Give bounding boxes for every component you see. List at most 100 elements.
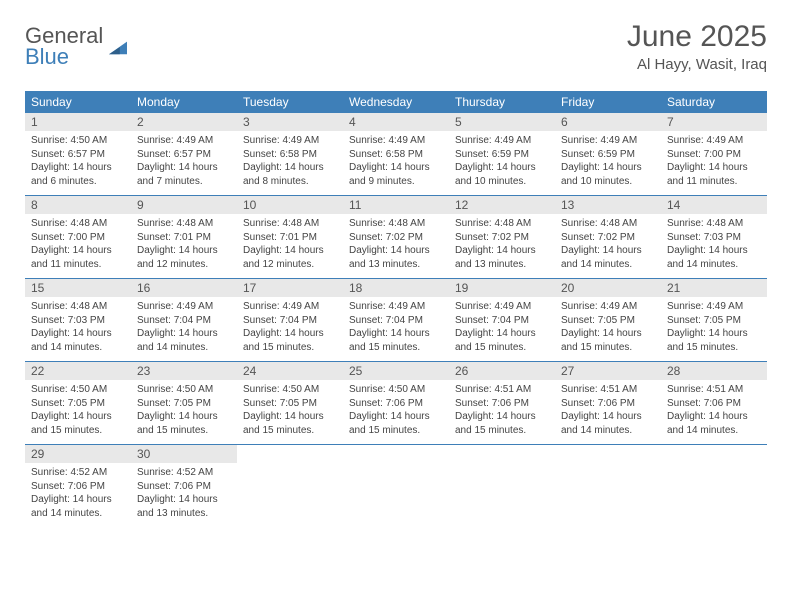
calendar-day: 14 Sunrise: 4:48 AM Sunset: 7:03 PM Dayl… bbox=[661, 196, 767, 278]
calendar-day: 12 Sunrise: 4:48 AM Sunset: 7:02 PM Dayl… bbox=[449, 196, 555, 278]
day-number: 28 bbox=[661, 362, 767, 380]
calendar-day: 10 Sunrise: 4:48 AM Sunset: 7:01 PM Dayl… bbox=[237, 196, 343, 278]
calendar-week: 15 Sunrise: 4:48 AM Sunset: 7:03 PM Dayl… bbox=[25, 279, 767, 362]
sunset-line: Sunset: 6:57 PM bbox=[137, 148, 231, 162]
weekday-sun: Sunday bbox=[25, 91, 131, 113]
day-number: 3 bbox=[237, 113, 343, 131]
calendar-day: 24 Sunrise: 4:50 AM Sunset: 7:05 PM Dayl… bbox=[237, 362, 343, 444]
sunrise-line: Sunrise: 4:49 AM bbox=[243, 300, 337, 314]
day-number: 23 bbox=[131, 362, 237, 380]
sunrise-line: Sunrise: 4:49 AM bbox=[349, 300, 443, 314]
daylight-line: Daylight: 14 hours and 11 minutes. bbox=[31, 244, 125, 271]
calendar-day: 4 Sunrise: 4:49 AM Sunset: 6:58 PM Dayli… bbox=[343, 113, 449, 195]
calendar-day: 5 Sunrise: 4:49 AM Sunset: 6:59 PM Dayli… bbox=[449, 113, 555, 195]
day-details: Sunrise: 4:50 AM Sunset: 7:05 PM Dayligh… bbox=[25, 380, 131, 443]
sunrise-line: Sunrise: 4:49 AM bbox=[455, 134, 549, 148]
day-details: Sunrise: 4:51 AM Sunset: 7:06 PM Dayligh… bbox=[661, 380, 767, 443]
month-title: June 2025 bbox=[627, 20, 767, 54]
daylight-line: Daylight: 14 hours and 14 minutes. bbox=[137, 327, 231, 354]
day-number: 13 bbox=[555, 196, 661, 214]
day-details: Sunrise: 4:48 AM Sunset: 7:03 PM Dayligh… bbox=[661, 214, 767, 277]
calendar-week: 29 Sunrise: 4:52 AM Sunset: 7:06 PM Dayl… bbox=[25, 445, 767, 527]
calendar-day: 20 Sunrise: 4:49 AM Sunset: 7:05 PM Dayl… bbox=[555, 279, 661, 361]
daylight-line: Daylight: 14 hours and 15 minutes. bbox=[561, 327, 655, 354]
location: Al Hayy, Wasit, Iraq bbox=[627, 56, 767, 73]
daylight-line: Daylight: 14 hours and 14 minutes. bbox=[31, 493, 125, 520]
calendar-day: 9 Sunrise: 4:48 AM Sunset: 7:01 PM Dayli… bbox=[131, 196, 237, 278]
day-number: 15 bbox=[25, 279, 131, 297]
day-details: Sunrise: 4:49 AM Sunset: 7:04 PM Dayligh… bbox=[131, 297, 237, 360]
day-details: Sunrise: 4:49 AM Sunset: 6:59 PM Dayligh… bbox=[555, 131, 661, 194]
day-details: Sunrise: 4:50 AM Sunset: 7:05 PM Dayligh… bbox=[131, 380, 237, 443]
daylight-line: Daylight: 14 hours and 9 minutes. bbox=[349, 161, 443, 188]
daylight-line: Daylight: 14 hours and 6 minutes. bbox=[31, 161, 125, 188]
sunset-line: Sunset: 7:06 PM bbox=[561, 397, 655, 411]
daylight-line: Daylight: 14 hours and 15 minutes. bbox=[667, 327, 761, 354]
day-number: 30 bbox=[131, 445, 237, 463]
day-details: Sunrise: 4:51 AM Sunset: 7:06 PM Dayligh… bbox=[555, 380, 661, 443]
day-details: Sunrise: 4:48 AM Sunset: 7:01 PM Dayligh… bbox=[131, 214, 237, 277]
calendar-day: 27 Sunrise: 4:51 AM Sunset: 7:06 PM Dayl… bbox=[555, 362, 661, 444]
daylight-line: Daylight: 14 hours and 10 minutes. bbox=[561, 161, 655, 188]
day-number: 6 bbox=[555, 113, 661, 131]
sunset-line: Sunset: 7:03 PM bbox=[667, 231, 761, 245]
sunrise-line: Sunrise: 4:48 AM bbox=[137, 217, 231, 231]
sunset-line: Sunset: 7:04 PM bbox=[243, 314, 337, 328]
calendar-day: 2 Sunrise: 4:49 AM Sunset: 6:57 PM Dayli… bbox=[131, 113, 237, 195]
sunset-line: Sunset: 6:57 PM bbox=[31, 148, 125, 162]
day-number: 25 bbox=[343, 362, 449, 380]
day-number: 18 bbox=[343, 279, 449, 297]
day-number: 11 bbox=[343, 196, 449, 214]
sunrise-line: Sunrise: 4:49 AM bbox=[455, 300, 549, 314]
day-details: Sunrise: 4:49 AM Sunset: 6:57 PM Dayligh… bbox=[131, 131, 237, 194]
weekday-thu: Thursday bbox=[449, 91, 555, 113]
sunset-line: Sunset: 7:02 PM bbox=[349, 231, 443, 245]
sunset-line: Sunset: 7:06 PM bbox=[667, 397, 761, 411]
day-details: Sunrise: 4:48 AM Sunset: 7:03 PM Dayligh… bbox=[25, 297, 131, 360]
daylight-line: Daylight: 14 hours and 15 minutes. bbox=[455, 327, 549, 354]
sunrise-line: Sunrise: 4:49 AM bbox=[561, 300, 655, 314]
sunrise-line: Sunrise: 4:50 AM bbox=[137, 383, 231, 397]
calendar-day-empty bbox=[343, 445, 449, 527]
sunrise-line: Sunrise: 4:48 AM bbox=[31, 300, 125, 314]
day-number: 1 bbox=[25, 113, 131, 131]
sunset-line: Sunset: 7:05 PM bbox=[243, 397, 337, 411]
calendar-day-empty bbox=[237, 445, 343, 527]
day-number: 26 bbox=[449, 362, 555, 380]
day-number: 19 bbox=[449, 279, 555, 297]
sunrise-line: Sunrise: 4:48 AM bbox=[561, 217, 655, 231]
day-number: 21 bbox=[661, 279, 767, 297]
weekday-sat: Saturday bbox=[661, 91, 767, 113]
calendar-day: 22 Sunrise: 4:50 AM Sunset: 7:05 PM Dayl… bbox=[25, 362, 131, 444]
calendar-day: 21 Sunrise: 4:49 AM Sunset: 7:05 PM Dayl… bbox=[661, 279, 767, 361]
sunrise-line: Sunrise: 4:51 AM bbox=[455, 383, 549, 397]
calendar-week: 1 Sunrise: 4:50 AM Sunset: 6:57 PM Dayli… bbox=[25, 113, 767, 196]
weekday-tue: Tuesday bbox=[237, 91, 343, 113]
daylight-line: Daylight: 14 hours and 10 minutes. bbox=[455, 161, 549, 188]
sunset-line: Sunset: 6:58 PM bbox=[243, 148, 337, 162]
day-number: 10 bbox=[237, 196, 343, 214]
day-details: Sunrise: 4:48 AM Sunset: 7:00 PM Dayligh… bbox=[25, 214, 131, 277]
daylight-line: Daylight: 14 hours and 8 minutes. bbox=[243, 161, 337, 188]
day-number: 16 bbox=[131, 279, 237, 297]
day-details: Sunrise: 4:51 AM Sunset: 7:06 PM Dayligh… bbox=[449, 380, 555, 443]
sunset-line: Sunset: 7:00 PM bbox=[667, 148, 761, 162]
logo: General Blue bbox=[25, 26, 129, 68]
daylight-line: Daylight: 14 hours and 15 minutes. bbox=[243, 327, 337, 354]
weekday-fri: Friday bbox=[555, 91, 661, 113]
daylight-line: Daylight: 14 hours and 11 minutes. bbox=[667, 161, 761, 188]
logo-line2: Blue bbox=[25, 44, 69, 69]
sunset-line: Sunset: 7:05 PM bbox=[561, 314, 655, 328]
day-details: Sunrise: 4:50 AM Sunset: 7:05 PM Dayligh… bbox=[237, 380, 343, 443]
sunset-line: Sunset: 7:01 PM bbox=[243, 231, 337, 245]
sunset-line: Sunset: 7:06 PM bbox=[349, 397, 443, 411]
day-number: 7 bbox=[661, 113, 767, 131]
daylight-line: Daylight: 14 hours and 14 minutes. bbox=[561, 244, 655, 271]
day-details: Sunrise: 4:48 AM Sunset: 7:02 PM Dayligh… bbox=[555, 214, 661, 277]
day-number: 24 bbox=[237, 362, 343, 380]
sunset-line: Sunset: 7:06 PM bbox=[31, 480, 125, 494]
calendar-day: 25 Sunrise: 4:50 AM Sunset: 7:06 PM Dayl… bbox=[343, 362, 449, 444]
day-details: Sunrise: 4:49 AM Sunset: 7:05 PM Dayligh… bbox=[555, 297, 661, 360]
sunset-line: Sunset: 7:04 PM bbox=[349, 314, 443, 328]
daylight-line: Daylight: 14 hours and 15 minutes. bbox=[243, 410, 337, 437]
